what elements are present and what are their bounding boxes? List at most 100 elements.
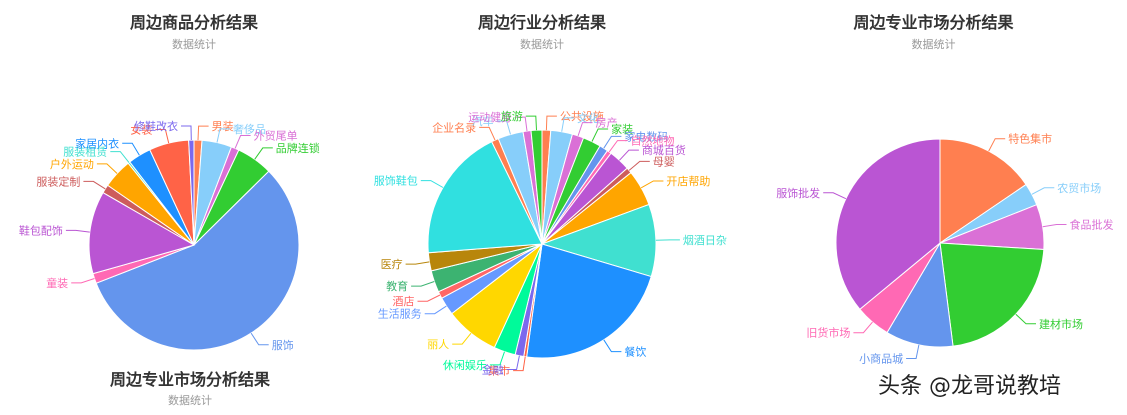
pie-slice-label: 外贸尾单	[254, 130, 298, 143]
pie-slice-label: 休闲娱乐	[443, 358, 487, 372]
pie-slice-label: 运动健身	[468, 110, 512, 124]
pie-leader-line	[906, 344, 920, 359]
pie-slice-label: 奢侈品	[233, 122, 266, 136]
pie-slice-label: 集市	[488, 364, 510, 378]
pie-slice-label: 母婴	[653, 155, 675, 168]
pie-slice	[540, 203, 657, 278]
chart-panel-market: 周边专业市场分析结果 数据统计 特色集市农贸市场食品批发建材市场小商品城 旧货市场…	[740, 0, 1127, 415]
pie-leader-line	[640, 180, 664, 189]
pie-leader-line	[619, 149, 639, 161]
pie-slice	[526, 243, 652, 359]
pie-leader-line	[608, 140, 628, 153]
pie-slice-label: 建材市场	[1039, 317, 1083, 331]
pie-leader-line	[823, 192, 847, 200]
pie-leader-line	[496, 120, 511, 135]
chart-subtitle: 数据统计	[520, 38, 564, 51]
pie-slice-label: 食品批发	[1070, 218, 1114, 232]
pie-leader-line	[1031, 187, 1055, 195]
chart-subtitle: 数据统计	[172, 38, 216, 51]
pie-slice-label: 企业名录	[432, 120, 476, 134]
pie-slice-label: 烟酒日杂	[683, 233, 727, 247]
pie-leader-line	[561, 117, 575, 132]
pie-slice-label: 服饰	[272, 338, 294, 352]
pie-leader-line	[411, 281, 435, 287]
pie-slice-label: 丽人	[427, 338, 449, 351]
pie-slice-label: 旅游	[501, 109, 523, 123]
pie-leader-line	[122, 142, 140, 156]
pie-slice-label: 餐饮	[624, 345, 646, 359]
pie-slice-label: 服装租赁	[63, 145, 107, 159]
pie-leader-line	[254, 147, 273, 160]
pie-slice-label: 品牌连锁	[276, 141, 320, 155]
pie-slice-label: 金融	[482, 363, 504, 377]
pie-slice-label: 农贸市场	[1057, 181, 1101, 195]
pie-slice-label: 家装	[611, 122, 633, 136]
pie-leader-line	[628, 160, 650, 171]
chart-title: 周边行业分析结果	[477, 13, 606, 32]
pie-slice	[530, 129, 543, 245]
pie-leader-line	[603, 339, 622, 353]
pie-leader-line	[513, 356, 526, 372]
pie-slice-label: 商城百货	[642, 143, 686, 157]
pie-leader-line	[1015, 313, 1036, 325]
pie-slice	[188, 139, 195, 246]
pie-leader-line	[424, 305, 447, 315]
pie-slice-label: 医疗	[381, 257, 403, 271]
pie-slice-label: 旧货市场	[806, 326, 850, 340]
pie-slice-label: 女装	[130, 123, 152, 137]
pie-leader-line	[545, 115, 557, 131]
pie-leader-line	[591, 128, 609, 142]
pie-slice-label: 生活服务	[378, 307, 422, 321]
pie-slice-label: 童装	[46, 276, 68, 290]
pie-slice-label: 家电数码	[624, 129, 668, 143]
pie-slice-label: 鞋包配饰	[19, 223, 63, 237]
chart-title: 周边商品分析结果	[129, 13, 258, 32]
pie-leader-line	[250, 332, 269, 346]
pie-slice-label: 公共设施	[560, 110, 604, 123]
pie-leader-line	[405, 261, 430, 265]
pie-slice-label: 小商品城	[859, 352, 903, 366]
chart-panel-goods: 周边商品分析结果 数据统计 男装 奢侈品 外贸尾单 品牌连锁 服饰 童装 鞋包配饰 服装定制 户…	[0, 0, 388, 360]
pie-slice-label: 文化	[577, 111, 599, 125]
chart-title: 周边专业市场分析结果	[853, 13, 1014, 32]
pie-leader-line	[83, 180, 106, 190]
pie-leader-line	[515, 116, 528, 132]
chart-panel-industry: 周边行业分析结果 数据统计 公共设施 文化 房产 家装 家电数码 自然地物 商城百货 母婴开店…	[344, 0, 740, 415]
pie-leader-line	[577, 122, 593, 137]
pie-leader-line	[479, 126, 496, 141]
pie-slice	[835, 138, 941, 310]
pie-leader-line	[525, 115, 537, 131]
pie-leader-line	[603, 135, 622, 149]
pie-slice	[95, 170, 300, 351]
watermark-text: 头条 @龙哥说教培	[878, 374, 1061, 399]
overlay-chart-subtitle: 数据统计	[168, 394, 212, 407]
pie-leader-line	[417, 294, 441, 302]
pie-slice-label: 男装	[212, 120, 234, 133]
pie-slice	[886, 241, 954, 348]
pie-slice-label: 开店帮助	[666, 174, 710, 188]
pie-leader-line	[452, 332, 472, 345]
pie-leader-line	[489, 351, 505, 366]
pie-slice-label: 教育	[386, 279, 408, 293]
pie-slice-label: 服饰批发	[776, 186, 820, 200]
pie-slice-label: 修鞋改衣	[134, 119, 178, 133]
pie-slice-label: 家居内衣	[75, 136, 119, 150]
overlay-chart-title: 周边专业市场分析结果	[109, 370, 270, 389]
pie-chart-industry: 公共设施文化房产家装家电数码自然地物商城百货母婴开店帮助烟酒日杂餐饮集市金融休闲…	[374, 109, 727, 378]
pie-slice-label: 服饰鞋包	[374, 174, 418, 188]
pie-slice-label: 自然地物	[631, 134, 675, 148]
chart-subtitle: 数据统计	[911, 38, 956, 51]
pie-leader-line	[65, 229, 90, 233]
pie-slice-label: 特色集市	[1008, 132, 1052, 146]
pie-slice-label: 户外运动	[50, 157, 94, 171]
pie-leader-line	[181, 125, 192, 141]
pie-slice-label: 房产	[596, 116, 618, 130]
pie-leader-line	[110, 151, 130, 163]
pie-leader-line	[197, 125, 209, 141]
pie-leader-line	[506, 355, 520, 370]
pie-leader-line	[155, 129, 170, 144]
pie-slice	[939, 138, 1027, 244]
pie-slice-label: 酒店	[393, 294, 415, 308]
